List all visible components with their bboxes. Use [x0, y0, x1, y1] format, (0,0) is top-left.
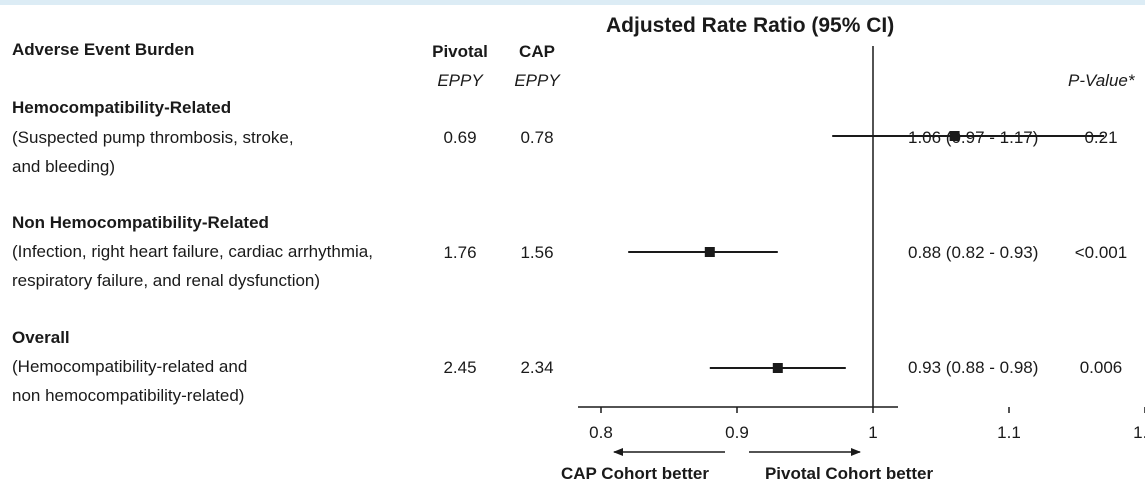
- row-nonhemo-desc-line2: respiratory failure, and renal dysfuncti…: [12, 271, 321, 290]
- top-accent-bar: [0, 0, 1145, 5]
- row-hemo-pvalue: 0.21: [1084, 128, 1118, 147]
- row-nonhemo-cap-eppy: 1.56: [520, 243, 554, 262]
- row-overall-pvalue: 0.006: [1079, 358, 1123, 377]
- pivotal-column-header: Pivotal: [432, 42, 488, 61]
- row-nonhemo-ci-text: 0.88 (0.82 - 0.93): [908, 243, 1039, 262]
- row-overall-desc-line1: (Hemocompatibility-related and: [12, 357, 248, 376]
- row-hemo-cap-eppy: 0.78: [520, 128, 554, 147]
- row-overall-ci-text: 0.93 (0.88 - 0.98): [908, 358, 1039, 377]
- x-tick-label: 0.8: [589, 423, 613, 442]
- point-estimate-marker: [949, 131, 960, 141]
- row-overall-name: Overall: [12, 328, 70, 347]
- pvalue-column-header: P-Value*: [1068, 71, 1135, 90]
- x-tick-label: 0.9: [725, 423, 749, 442]
- row-hemo-desc-line2: and bleeding): [12, 157, 116, 176]
- pivotal-unit-header: EPPY: [437, 71, 483, 90]
- point-estimate-marker: [704, 247, 715, 257]
- x-tick-label: 1.2: [1133, 423, 1145, 442]
- row-nonhemo-pivotal-eppy: 1.76: [443, 243, 477, 262]
- row-hemo-ci-text: 1.06 (0.97 - 1.17): [908, 128, 1039, 147]
- row-overall-desc-line2: non hemocompatibility-related): [12, 386, 245, 405]
- cap-column-header: CAP: [519, 42, 555, 61]
- cap-unit-header: EPPY: [514, 71, 560, 90]
- point-estimate-marker: [772, 363, 783, 373]
- row-nonhemo-desc-line1: (Infection, right heart failure, cardiac…: [12, 242, 373, 261]
- row-nonhemo-name: Non Hemocompatibility-Related: [12, 213, 269, 232]
- row-hemo-pivotal-eppy: 0.69: [443, 128, 477, 147]
- right-arrow-label: Pivotal Cohort better: [765, 464, 934, 481]
- row-hemo-desc-line1: (Suspected pump thrombosis, stroke,: [12, 128, 294, 147]
- x-tick-label: 1.1: [997, 423, 1021, 442]
- x-tick-label: 1: [868, 423, 877, 442]
- row-overall-cap-eppy: 2.34: [520, 358, 554, 377]
- row-hemo-name: Hemocompatibility-Related: [12, 98, 232, 117]
- row-overall-pivotal-eppy: 2.45: [443, 358, 477, 377]
- row-nonhemo-pvalue: <0.001: [1074, 243, 1128, 262]
- label-column-header: Adverse Event Burden: [12, 40, 195, 59]
- left-arrow-label: CAP Cohort better: [561, 464, 709, 481]
- chart-title: Adjusted Rate Ratio (95% CI): [606, 14, 895, 37]
